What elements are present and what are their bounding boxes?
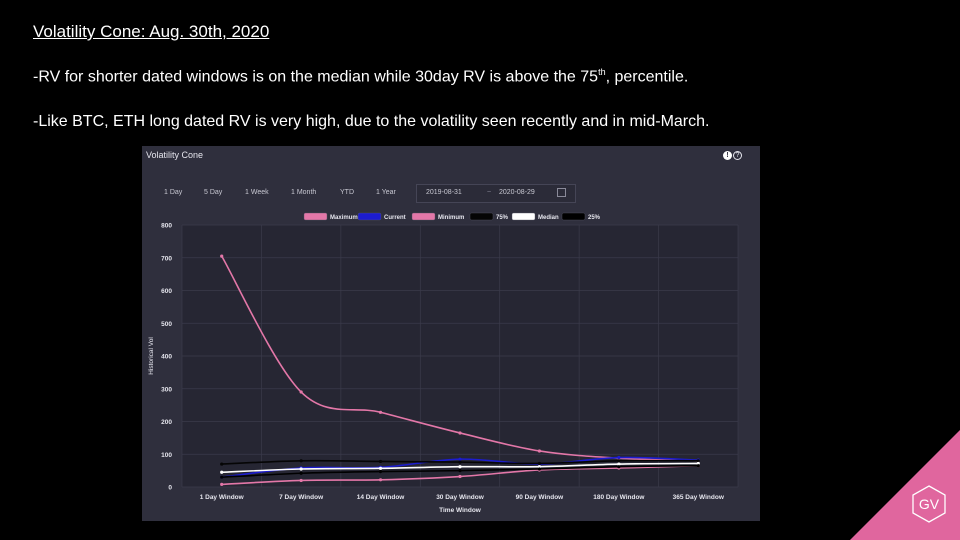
legend-swatch-maximum <box>303 212 328 221</box>
bullet1-text: -RV for shorter dated windows is on the … <box>33 68 599 86</box>
point-median-90-day-window <box>537 465 542 469</box>
legend-label-25: 25% <box>588 215 601 221</box>
point-median-7-day-window <box>299 467 303 471</box>
y-tick-label-400: 400 <box>161 354 172 361</box>
point-25-7-day-window <box>299 471 303 475</box>
point-75-7-day-window <box>299 459 303 463</box>
legend-swatch-75 <box>469 212 494 221</box>
point-median-14-day-window <box>378 466 383 470</box>
date-range-separator: ~ <box>487 189 492 196</box>
calendar-icon[interactable] <box>557 188 566 197</box>
legend-swatch-current <box>357 212 382 221</box>
bullet-rv-median: -RV for shorter dated windows is on the … <box>33 67 688 86</box>
x-tick-label-7-day-window: 7 Day Window <box>279 494 324 501</box>
info-icon[interactable]: ! <box>723 151 732 160</box>
point-75-14-day-window <box>378 459 383 464</box>
logo-hexagon <box>912 485 946 523</box>
legend-swatch-median <box>511 212 536 221</box>
point-75-90-day-window <box>537 461 542 466</box>
point-25-180-day-window <box>617 465 621 469</box>
y-tick-label-200: 200 <box>161 419 172 426</box>
x-tick-label-30-day-window: 30 Day Window <box>436 494 485 501</box>
y-tick-label-600: 600 <box>161 288 172 295</box>
y-axis-title: Historical Vol <box>148 337 155 375</box>
x-axis-title: Time Window <box>439 507 482 514</box>
point-current-30-day-window <box>458 457 462 461</box>
point-minimum-7-day-window <box>299 478 303 483</box>
y-tick-label-300: 300 <box>161 386 172 393</box>
legend-label-75: 75% <box>496 215 509 221</box>
logo-triangle <box>850 430 960 540</box>
range-button-1-month[interactable]: 1 Month <box>291 189 317 196</box>
y-tick-label-0: 0 <box>168 485 172 492</box>
bullet-eth-long-dated: -Like BTC, ETH long dated RV is very hig… <box>33 113 710 130</box>
volatility-cone-panel: Volatility Cone !? 1 Day 5 Day 1 Week 1 … <box>142 146 760 521</box>
legend-label-minimum: Minimum <box>438 215 464 221</box>
point-maximum-30-day-window <box>458 431 462 435</box>
point-75-180-day-window <box>617 459 621 463</box>
point-75-365-day-window <box>696 459 700 463</box>
point-minimum-1-day-window <box>220 482 224 486</box>
point-median-180-day-window <box>617 462 621 466</box>
y-tick-label-700: 700 <box>161 255 172 262</box>
point-maximum-7-day-window <box>299 390 303 394</box>
slide-title: Volatility Cone: Aug. 30th, 2020 <box>33 22 270 41</box>
point-median-1-day-window <box>220 470 224 474</box>
y-tick-label-100: 100 <box>161 452 172 459</box>
date-start-field[interactable]: 2019-08-31 <box>426 189 462 196</box>
panel-help-icons: !? <box>722 149 742 160</box>
panel-title: Volatility Cone <box>146 150 204 160</box>
gv-logo: GV <box>850 430 960 540</box>
x-tick-label-180-day-window: 180 Day Window <box>593 494 645 501</box>
point-maximum-90-day-window <box>537 449 542 453</box>
x-tick-label-365-day-window: 365 Day Window <box>673 494 725 501</box>
point-minimum-14-day-window <box>378 478 383 482</box>
point-25-14-day-window <box>378 470 383 474</box>
legend-label-current: Current <box>384 215 406 221</box>
legend-swatch-minimum <box>411 212 436 221</box>
bullet1-superscript: th <box>598 67 606 77</box>
x-tick-label-90-day-window: 90 Day Window <box>516 494 565 501</box>
logo-text: GV <box>919 496 940 512</box>
date-end-field[interactable]: 2020-08-29 <box>499 189 535 196</box>
range-button-5-day[interactable]: 5 Day <box>204 189 223 196</box>
legend-swatch-25 <box>561 212 586 221</box>
point-median-365-day-window <box>696 461 700 466</box>
point-75-1-day-window <box>220 462 224 466</box>
date-range-picker[interactable]: 2019-08-31 ~ 2020-08-29 <box>416 184 576 203</box>
range-button-1-day[interactable]: 1 Day <box>164 189 183 196</box>
y-tick-label-500: 500 <box>161 321 172 328</box>
point-maximum-1-day-window <box>220 254 224 258</box>
x-tick-label-14-day-window: 14 Day Window <box>357 494 406 501</box>
y-tick-label-800: 800 <box>161 223 172 230</box>
range-button-1-year[interactable]: 1 Year <box>376 189 396 196</box>
point-25-90-day-window <box>537 467 542 471</box>
volatility-cone-chart: 0 100 200 300 400 500 600 700 800 1 Day Window 7 D… <box>148 212 739 514</box>
point-25-365-day-window <box>696 464 700 468</box>
range-button-ytd[interactable]: YTD <box>340 189 354 196</box>
point-minimum-30-day-window <box>458 474 462 479</box>
point-maximum-14-day-window <box>378 410 383 414</box>
point-75-30-day-window <box>458 460 462 464</box>
point-25-30-day-window <box>458 469 462 473</box>
legend-label-maximum: Maximum <box>330 215 358 221</box>
legend-label-median: Median <box>538 215 559 221</box>
range-button-1-week[interactable]: 1 Week <box>245 189 269 196</box>
point-median-30-day-window <box>458 465 462 469</box>
point-current-180-day-window <box>617 455 621 460</box>
point-25-1-day-window <box>220 475 224 479</box>
x-tick-label-1-day-window: 1 Day Window <box>200 494 245 501</box>
help-icon[interactable]: ? <box>733 151 742 160</box>
bullet1-text-end: , percentile. <box>605 68 689 86</box>
